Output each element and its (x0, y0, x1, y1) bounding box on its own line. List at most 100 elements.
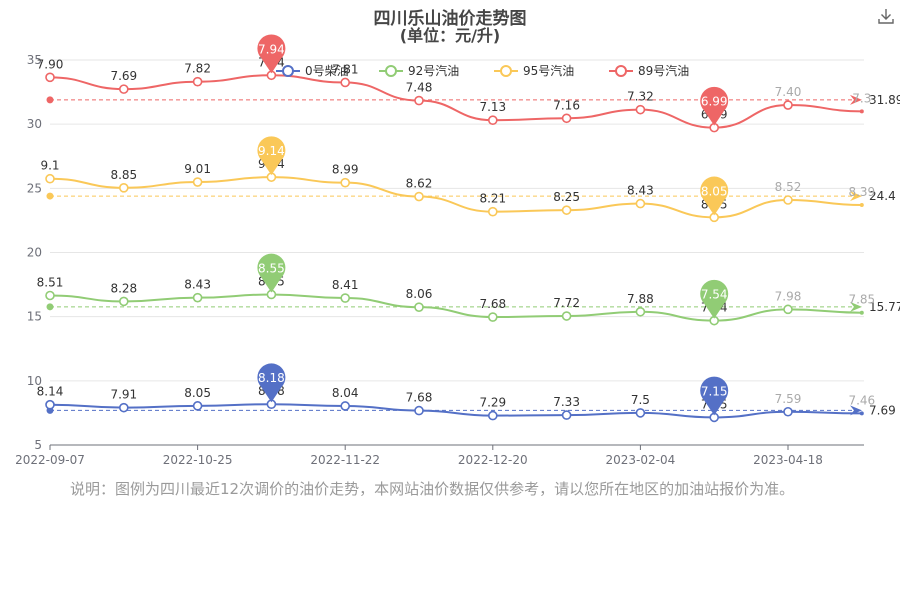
data-label: 7.32 (627, 90, 654, 104)
data-label: 8.51 (37, 275, 64, 289)
x-tick-label: 2022-09-07 (15, 453, 85, 467)
data-point (487, 410, 498, 421)
average-start-dot (46, 303, 54, 311)
data-point (340, 401, 351, 411)
data-label: 7.88 (627, 292, 654, 306)
marker-label: 8.18 (258, 371, 285, 385)
data-point (561, 410, 572, 420)
data-point (561, 311, 572, 321)
data-label: 8.21 (479, 192, 506, 206)
data-label: 7.98 (775, 289, 802, 303)
y-tick-label: 25 (27, 181, 42, 195)
legend-label: 95号汽油 (523, 63, 574, 78)
x-tick-label: 2022-11-22 (310, 453, 380, 467)
legend-item[interactable]: 95号汽油 (494, 63, 574, 78)
max-marker (257, 363, 286, 403)
data-point (192, 292, 203, 303)
download-icon[interactable] (876, 6, 896, 26)
legend-item[interactable]: 89号汽油 (609, 63, 689, 78)
average-arrow (850, 301, 862, 312)
series-line (49, 176, 862, 219)
data-label: 7.68 (406, 391, 433, 405)
marker-label: 9.14 (258, 144, 285, 158)
chart-subtitle: (单位：元/升) (399, 26, 501, 45)
data-point (487, 115, 498, 125)
data-label: 7.33 (553, 395, 580, 409)
y-tick-label: 5 (34, 438, 42, 452)
legend-item[interactable]: 92号汽油 (379, 63, 459, 78)
data-point (340, 77, 351, 88)
series-line (49, 74, 862, 129)
marker-label: 6.99 (701, 95, 728, 109)
data-label: 8.39 (848, 185, 875, 199)
average-label: 15.77 (869, 300, 900, 314)
chart-note: 说明：图例为四川最近12次调价的油价走势，本网站油价数据仅供参考，请以您所在地区… (70, 480, 795, 498)
data-point (487, 206, 498, 217)
data-point (859, 310, 864, 315)
data-label: 7.40 (775, 85, 802, 99)
x-tick-label: 2022-10-25 (163, 453, 233, 467)
data-label: 9.01 (184, 162, 211, 176)
y-tick-label: 30 (27, 117, 42, 131)
data-label: 8.06 (406, 287, 433, 301)
marker-label: 7.15 (701, 384, 728, 398)
y-tick-label: 35 (27, 53, 42, 67)
data-label: 8.43 (184, 278, 211, 292)
data-label: 8.04 (332, 386, 359, 400)
min-marker (700, 376, 729, 416)
data-label: 7.3 (852, 91, 871, 105)
data-point (45, 399, 55, 410)
average-label: 31.89 (869, 93, 900, 107)
data-label: 7.29 (479, 396, 506, 410)
data-point (45, 173, 55, 184)
data-point (859, 109, 864, 114)
data-point (635, 198, 646, 209)
data-label: 7.91 (110, 388, 137, 402)
data-point (119, 84, 129, 94)
data-label: 7.5 (631, 393, 650, 407)
data-label: 8.41 (332, 278, 359, 292)
series-3: 31.89 7.90 7.69 7.82 7.94 7.81 7.48 7.13 7.16 7.3… (37, 34, 900, 133)
series-0: 7.69 8.14 7.91 8.05 8.18 8.04 7.68 7.29 7.33 7.5 7… (37, 363, 896, 423)
data-label: 7.69 (110, 69, 137, 83)
legend-label: 89号汽油 (638, 63, 689, 78)
data-label: 7.13 (479, 100, 506, 114)
data-point (192, 76, 203, 87)
data-label: 8.85 (110, 168, 137, 182)
chart-title: 四川乐山油价走势图 (373, 9, 527, 29)
legend-label: 92号汽油 (408, 63, 459, 78)
data-label: 8.99 (332, 163, 359, 177)
data-point (45, 290, 55, 301)
legend-symbol (282, 65, 294, 77)
data-point (783, 100, 793, 110)
data-label: 7.46 (848, 393, 875, 407)
legend-symbol (500, 65, 512, 77)
data-label: 9.1 (40, 159, 59, 173)
data-point (414, 405, 424, 416)
marker-label: 8.05 (701, 184, 728, 198)
data-label: 8.43 (627, 184, 654, 198)
average-arrow (850, 191, 862, 202)
data-point (192, 401, 203, 411)
data-label: 7.16 (553, 98, 580, 112)
data-point (340, 177, 351, 188)
max-marker (257, 136, 286, 176)
x-tick-label: 2023-04-18 (753, 453, 823, 467)
min-marker (700, 86, 729, 126)
legend-symbol (615, 65, 627, 77)
data-label: 8.52 (775, 180, 802, 194)
legend-item[interactable]: 0号柴油 (276, 64, 349, 78)
data-label: 8.62 (406, 177, 433, 191)
min-marker (700, 279, 729, 319)
x-tick-label: 2022-12-20 (458, 453, 528, 467)
legend-label: 0号柴油 (305, 64, 349, 78)
average-label: 7.69 (869, 403, 896, 417)
y-tick-label: 10 (27, 374, 42, 388)
data-point (414, 95, 424, 106)
data-label: 7.85 (848, 293, 875, 307)
data-point (859, 203, 864, 208)
data-point (783, 195, 793, 205)
data-point (119, 402, 129, 413)
data-point (635, 104, 646, 115)
